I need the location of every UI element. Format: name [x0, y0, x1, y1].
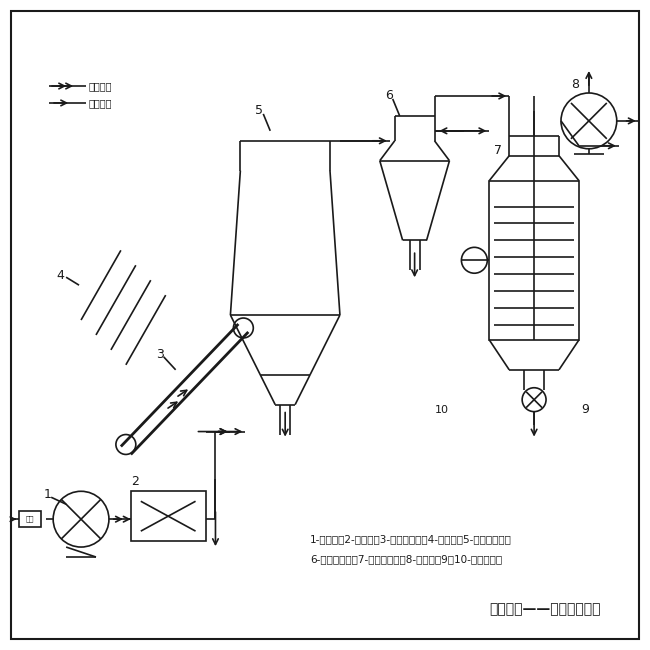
Bar	[489, 181, 579, 340]
Text: 8: 8	[571, 77, 579, 90]
Text: 2: 2	[131, 475, 138, 488]
Text: 控制: 控制	[26, 516, 34, 523]
Text: 9: 9	[581, 403, 589, 416]
Text: 热风进口: 热风进口	[89, 81, 112, 91]
Text: 冷风进口: 冷风进口	[89, 98, 112, 108]
Text: 6: 6	[385, 90, 393, 103]
Text: 5: 5	[255, 105, 263, 118]
Text: 1-鼓风机；2-加热器；3-皮带输送机；4-搓料机；5-单层流化床；: 1-鼓风机；2-加热器；3-皮带输送机；4-搓料机；5-单层流化床；	[310, 534, 512, 544]
Text: 10: 10	[435, 405, 448, 415]
Text: 3: 3	[156, 348, 164, 361]
Text: 6-旋风除尘器；7-布袋除尘器；8-引风机；9、10-密封卸料器: 6-旋风除尘器；7-布袋除尘器；8-引风机；9、10-密封卸料器	[310, 554, 502, 564]
Text: 1: 1	[43, 488, 51, 500]
Bar	[20, 511, 41, 527]
Bar	[131, 491, 205, 541]
Text: 臻诚干燥——真诚为您服务: 臻诚干燥——真诚为您服务	[489, 602, 601, 616]
Text: 7: 7	[494, 144, 502, 157]
Text: 4: 4	[56, 268, 64, 281]
